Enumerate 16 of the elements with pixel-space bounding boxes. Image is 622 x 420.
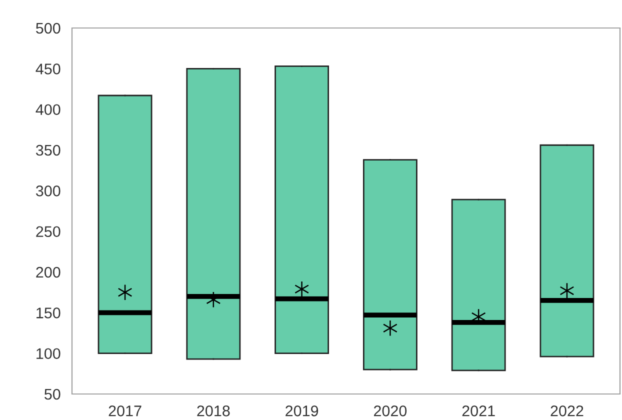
x-tick-label: 2022 (550, 406, 584, 416)
y-tick-label: 250 (36, 226, 60, 238)
y-tick-label: 200 (36, 266, 60, 278)
x-tick-label: 2018 (197, 406, 230, 416)
y-tick-label: 100 (36, 348, 60, 360)
y-tick-label: 450 (36, 64, 60, 74)
y-tick-label: 50 (44, 388, 60, 400)
x-tick-label: 2017 (108, 406, 142, 416)
y-tick-label: 300 (36, 186, 60, 196)
y-tick-label: 400 (36, 104, 60, 116)
x-tick-label: 2021 (462, 406, 495, 416)
y-tick-label: 500 (36, 22, 60, 34)
x-tick-label: 2020 (374, 406, 407, 416)
y-tick-label: 150 (36, 308, 60, 318)
y-tick-label: 350 (36, 144, 60, 156)
x-tick-label: 2019 (286, 406, 318, 416)
